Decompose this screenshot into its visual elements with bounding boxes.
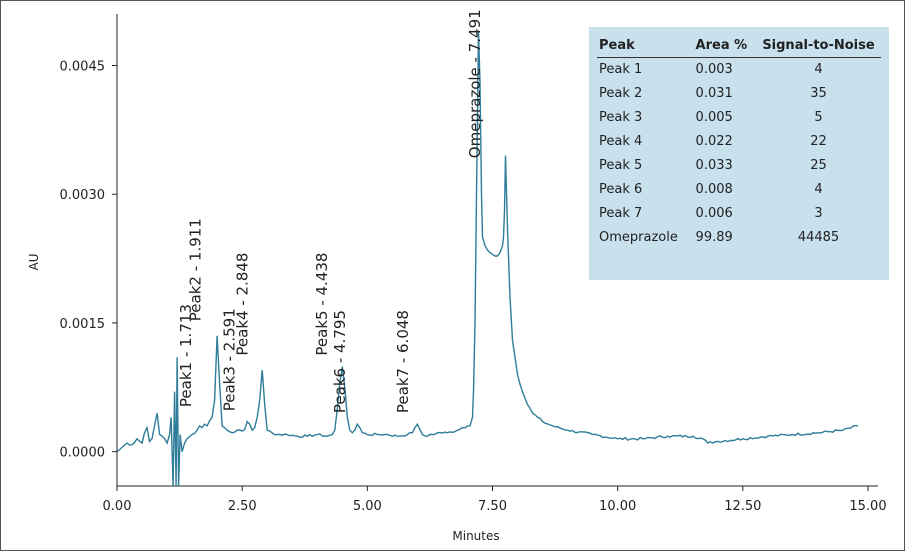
x-axis-label: Minutes: [452, 529, 499, 543]
cell-snr: 25: [810, 158, 827, 173]
peak-label: Peak4 - 2.848: [234, 253, 252, 356]
table-row: Peak 1 0.003 4: [597, 58, 881, 83]
cell-snr: 35: [810, 86, 827, 101]
peak-label: Peak3 - 2.591: [221, 308, 239, 411]
peak-table-header: Peak Area % Signal-to-Noise: [597, 33, 881, 58]
cell-area: 0.005: [695, 110, 733, 125]
peak-label: Peak5 - 4.438: [313, 253, 331, 356]
x-tick-label: 12.50: [724, 499, 761, 514]
cell-area: 99.89: [695, 230, 733, 245]
cell-peak: Peak 6: [599, 182, 643, 197]
cell-area: 0.006: [695, 206, 733, 221]
table-row: Omeprazole 99.89 44485: [597, 226, 881, 250]
x-tick-label: 15.00: [849, 499, 886, 514]
table-row: Peak 6 0.008 4: [597, 178, 881, 202]
y-axis-label: AU: [27, 254, 41, 271]
cell-snr: 3: [814, 206, 823, 221]
table-row: Peak 4 0.022 22: [597, 130, 881, 154]
y-tick-label: 0.0015: [60, 317, 106, 332]
cell-peak: Omeprazole: [599, 230, 678, 245]
header-area: Area %: [693, 33, 757, 58]
table-row: Peak 2 0.031 35: [597, 82, 881, 106]
cell-snr: 4: [814, 62, 823, 77]
cell-area: 0.008: [695, 182, 733, 197]
cell-peak: Peak 4: [599, 134, 643, 149]
series-line: [116, 31, 859, 487]
header-snr: Signal-to-Noise: [756, 33, 881, 58]
cell-area: 0.033: [695, 158, 733, 173]
cell-area: 0.031: [695, 86, 733, 101]
cell-snr: 4: [814, 182, 823, 197]
table-row: Peak 7 0.006 3: [597, 202, 881, 226]
x-tick-label: 7.50: [478, 499, 507, 514]
table-row: Peak 5 0.033 25: [597, 154, 881, 178]
x-tick-label: 0.00: [103, 499, 132, 514]
peak-label: Omeprazole - 7.491: [466, 9, 484, 158]
cell-peak: Peak 3: [599, 110, 643, 125]
y-tick-label: 0.0030: [60, 188, 106, 203]
peak-label: Peak2 - 1.911: [187, 218, 205, 321]
peak-table: Peak Area % Signal-to-Noise Peak 1 0.003 4…: [589, 27, 889, 280]
y-tick-label: 0.0045: [60, 59, 106, 74]
cell-area: 0.022: [695, 134, 733, 149]
cell-peak: Peak 5: [599, 158, 643, 173]
cell-area: 0.003: [695, 62, 733, 77]
header-peak: Peak: [597, 33, 694, 58]
x-tick-label: 5.00: [353, 499, 382, 514]
cell-peak: Peak 7: [599, 206, 643, 221]
table-row: Peak 3 0.005 5: [597, 106, 881, 130]
cell-snr: 22: [810, 134, 827, 149]
x-tick-label: 10.00: [599, 499, 636, 514]
x-tick-label: 2.50: [228, 499, 257, 514]
cell-peak: Peak 2: [599, 86, 643, 101]
y-tick-label: 0.0000: [60, 446, 106, 461]
peak-label: Peak1 - 1.713: [177, 304, 195, 407]
peak-label: Peak6 - 4.795: [331, 310, 349, 413]
cell-snr: 5: [814, 110, 823, 125]
cell-peak: Peak 1: [599, 62, 643, 77]
peak-label: Peak7 - 6.048: [394, 310, 412, 413]
cell-snr: 44485: [797, 230, 840, 245]
